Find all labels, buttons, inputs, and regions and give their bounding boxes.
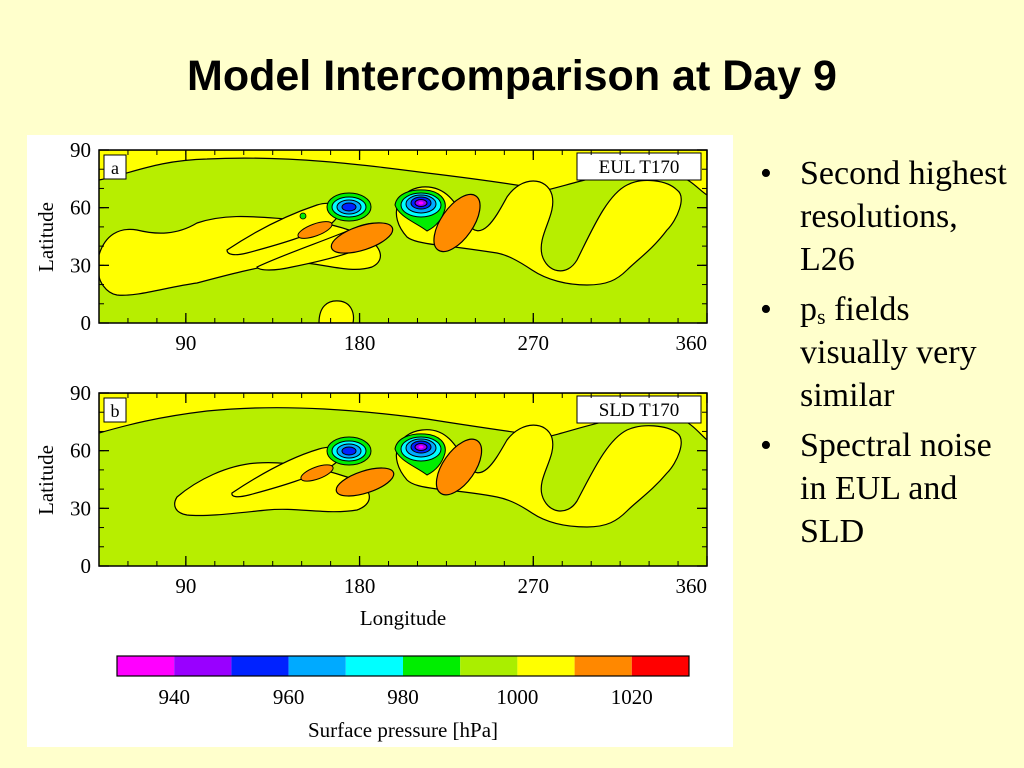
panel-b-letter-box [103, 397, 127, 423]
bullet-text-p: p [800, 291, 817, 328]
y-tick-label: 60 [70, 439, 91, 463]
panel-a: a EUL T170 90 180 270 360 0 30 60 90 Latitude [34, 138, 708, 355]
x-tick-label: 360 [676, 331, 708, 355]
pressure-figure: a EUL T170 90 180 270 360 0 30 60 90 Latitude [27, 135, 733, 747]
panel-a-letter-box [103, 154, 127, 180]
colorbar-tick-label: 1020 [611, 685, 653, 709]
colorbar-swatch [174, 656, 232, 676]
bullet-item: • ps fields visually very similar [760, 288, 1010, 417]
x-tick-label: 90 [175, 574, 196, 598]
panel-a-label: EUL T170 [599, 157, 680, 178]
colorbar-swatch [631, 656, 689, 676]
panel-a-low-1 [326, 192, 372, 222]
colorbar-swatch [574, 656, 632, 676]
panel-a-high-2 [433, 193, 481, 253]
panel-a-jet-tongues [226, 202, 340, 256]
panel-b-wave-ridges [395, 424, 682, 528]
panel-b: b SLD T170 90 180 270 360 0 30 60 90 Latitude L… [34, 381, 708, 630]
panel-b-axes: 90 180 270 360 0 30 60 90 [70, 381, 708, 598]
panel-a-label-box [576, 152, 702, 181]
colorbar-tick-label: 940 [158, 685, 190, 709]
bullet-item: • Spectral noise in EUL and SLD [760, 424, 1010, 553]
panel-a-low-2 [394, 189, 446, 232]
panel-b-jet-tongues [231, 446, 342, 498]
panel-a-south-yellow-patch [318, 300, 355, 323]
panel-a-y-axis-label: Latitude [34, 202, 58, 272]
y-tick-label: 0 [81, 554, 92, 578]
x-tick-label: 360 [676, 574, 708, 598]
colorbar-tick-label: 1000 [496, 685, 538, 709]
colorbar-swatch [460, 656, 518, 676]
colorbar-swatch [517, 656, 575, 676]
panel-b-low-2 [394, 433, 446, 476]
y-tick-label: 60 [70, 196, 91, 220]
bullet-text-rest: fields visually very similar [800, 291, 977, 414]
y-tick-label: 90 [70, 138, 91, 162]
slide-title: Model Intercomparison at Day 9 [187, 52, 837, 100]
panel-b-frame [98, 392, 708, 567]
panel-a-letter: a [111, 158, 119, 178]
panel-b-high-1 [335, 467, 395, 497]
panel-a-small-low [299, 212, 307, 220]
panel-b-label-box [576, 395, 702, 424]
colorbar-swatch [231, 656, 289, 676]
panel-a-high-3 [297, 221, 333, 239]
panel-b-high-3 [300, 464, 334, 482]
panel-a-high-1 [330, 222, 394, 254]
colorbar-tick-label: 980 [387, 685, 419, 709]
colorbar-swatch [117, 656, 175, 676]
panel-b-high-2 [435, 438, 483, 496]
x-tick-label: 90 [175, 331, 196, 355]
bullet-text: Spectral noise in EUL and SLD [800, 427, 992, 550]
bullet-text-subscript: s [817, 304, 826, 329]
colorbar: 940 960 980 1000 1020 [116, 655, 690, 709]
x-tick-label: 270 [518, 574, 550, 598]
panel-b-low-1 [326, 436, 372, 466]
colorbar-frame [116, 655, 690, 677]
panel-a-frame [98, 149, 708, 324]
x-tick-label: 270 [518, 331, 550, 355]
panel-a-axes: 90 180 270 360 0 30 60 90 [70, 138, 708, 355]
bullet-dot: • [760, 291, 772, 328]
x-tick-label: 180 [344, 574, 376, 598]
y-tick-label: 30 [70, 496, 91, 520]
pressure-figure-svg: a EUL T170 90 180 270 360 0 30 60 90 Latitude [34, 138, 708, 742]
colorbar-label: Surface pressure [hPa] [308, 718, 498, 742]
bullet-dot: • [760, 427, 772, 464]
bullet-item: • Second highest resolutions, L26 [760, 152, 1010, 281]
panel-b-letter: b [111, 401, 120, 421]
panel-b-x-axis-label: Longitude [360, 606, 446, 630]
colorbar-tick-label: 960 [273, 685, 305, 709]
y-tick-label: 30 [70, 253, 91, 277]
panel-b-y-axis-label: Latitude [34, 445, 58, 515]
y-tick-label: 0 [81, 311, 92, 335]
bullet-list: • Second highest resolutions, L26 • ps f… [760, 152, 1010, 560]
panel-a-wave-ridges [395, 179, 682, 286]
colorbar-swatch [403, 656, 461, 676]
bullet-text: Second highest resolutions, L26 [800, 155, 1007, 278]
y-tick-label: 90 [70, 381, 91, 405]
colorbar-swatch [345, 656, 403, 676]
colorbar-swatch [288, 656, 346, 676]
bullet-dot: • [760, 155, 772, 192]
bullet-text-ps: ps fields visually very similar [800, 291, 977, 414]
panel-b-label: SLD T170 [599, 400, 679, 421]
x-tick-label: 180 [344, 331, 376, 355]
